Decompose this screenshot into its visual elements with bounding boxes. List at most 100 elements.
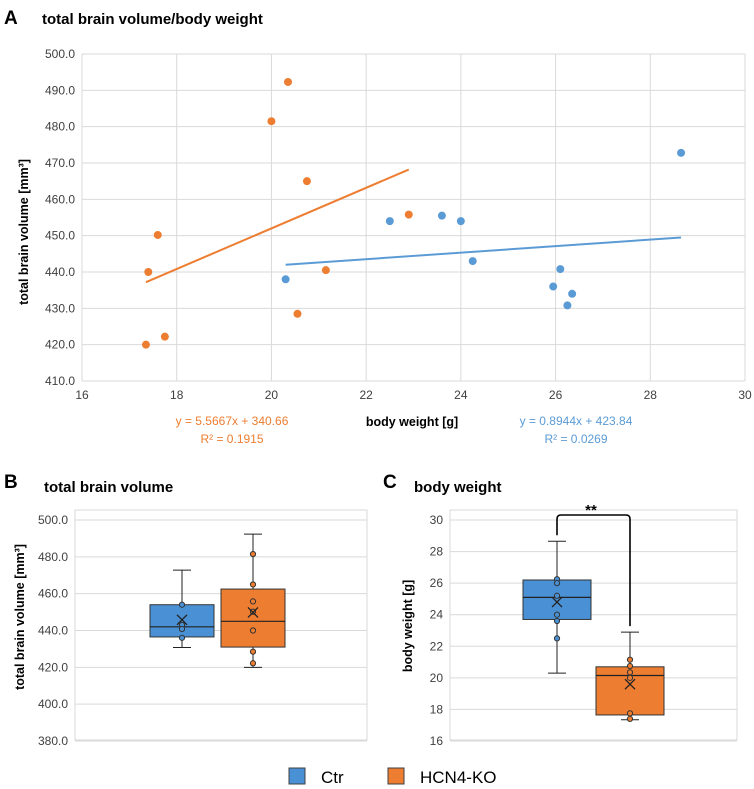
- panel-a-y-tick: 430.0: [45, 301, 75, 315]
- panel-c-y-tick: 22: [430, 639, 444, 653]
- panel-a-y-tick: 460.0: [45, 192, 75, 206]
- significance-bracket: [556, 514, 631, 627]
- panel-a-x-label: body weight [g]: [366, 415, 458, 429]
- panel-c-y-label: body weight [g]: [401, 580, 415, 672]
- ko-mean-marker: [247, 606, 259, 618]
- ctr-trend-equation: y = 0.8944x + 423.84: [520, 414, 633, 428]
- significance-label: **: [585, 502, 597, 519]
- ctr-point: [281, 275, 290, 284]
- ko-point: [144, 268, 153, 276]
- panel-a-y-tick: 450.0: [45, 229, 75, 243]
- ko-data-point: [626, 710, 634, 717]
- ko-point: [160, 332, 169, 341]
- ko-point: [302, 177, 311, 186]
- legend-label-ko: HCN4-KO: [420, 768, 497, 787]
- panel-b: B total brain volume 380.0 400.0 420.0 440.…: [4, 472, 368, 748]
- panel-a-x-tick: 18: [170, 388, 184, 402]
- panel-a-x-tick: 16: [75, 388, 89, 402]
- panel-a: A total brain volume/body weight 410.0 42…: [4, 8, 752, 446]
- ko-point: [404, 210, 413, 219]
- panel-c-y-tick: 28: [430, 545, 444, 559]
- panel-c-y-tick: 20: [430, 671, 444, 685]
- panel-b-y-tick: 420.0: [38, 660, 68, 674]
- ko-point: [293, 309, 302, 318]
- panel-a-x-tick: 22: [359, 388, 373, 402]
- significance-bracket-line: [556, 514, 631, 627]
- panel-a-y-tick: 420.0: [45, 338, 75, 352]
- panel-c-boxes: [522, 540, 665, 723]
- panel-a-x-tick: 26: [549, 388, 563, 402]
- panel-a-x-tick: 28: [644, 388, 658, 402]
- panel-c-y-tick: 18: [430, 702, 444, 716]
- panel-a-grid: [81, 53, 746, 382]
- ko-data-point: [249, 660, 257, 667]
- panel-b-y-tick: 380.0: [38, 734, 68, 748]
- ctr-mean-marker: [176, 614, 188, 626]
- panel-a-x-ticks: 16 18 20 22 24 26 28 30: [75, 388, 752, 402]
- ko-data-point: [249, 648, 257, 655]
- panel-c-frame: [449, 509, 738, 741]
- panel-c-y-tick: 30: [430, 513, 444, 527]
- panel-a-x-tick: 20: [265, 388, 279, 402]
- ctr-point: [468, 257, 477, 266]
- ctr-data-point: [178, 634, 186, 641]
- panel-b-label: B: [4, 472, 18, 493]
- panel-c-title: body weight: [414, 479, 502, 496]
- panel-a-title: total brain volume/body weight: [42, 11, 263, 28]
- legend-swatch-ctr: [288, 767, 306, 785]
- ctr-point: [437, 211, 446, 220]
- ko-point: [284, 77, 293, 86]
- panel-b-y-tick: 500.0: [38, 513, 68, 527]
- legend: Ctr HCN4-KO: [288, 767, 497, 787]
- ko-trendline: [145, 168, 410, 284]
- panel-a-label: A: [4, 8, 18, 29]
- ko-data-point: [626, 656, 634, 663]
- ctr-trend-r2: R² = 0.0269: [544, 432, 607, 446]
- panel-b-boxes: [149, 533, 286, 668]
- panel-a-y-tick: 410.0: [45, 374, 75, 388]
- panel-a-y-tick: 480.0: [45, 120, 75, 134]
- ctr-point: [456, 217, 465, 226]
- panel-a-points: [141, 77, 686, 349]
- ctr-data-point: [553, 617, 561, 625]
- ctr-data-point: [553, 580, 561, 587]
- panel-c-y-tick: 26: [430, 576, 444, 590]
- ko-box: [220, 588, 286, 648]
- ctr-point: [563, 301, 572, 310]
- ctr-mean-marker: [551, 596, 563, 608]
- panel-a-y-tick: 500.0: [45, 47, 75, 61]
- ctr-point: [549, 282, 558, 291]
- panel-c-label: C: [383, 472, 397, 493]
- ctr-data-point: [553, 635, 561, 642]
- ko-trend-r2: R² = 0.1915: [200, 432, 263, 446]
- ko-point: [141, 340, 150, 349]
- ko-data-point: [626, 715, 634, 723]
- ctr-point: [677, 148, 686, 157]
- legend-label-ctr: Ctr: [321, 768, 344, 787]
- panel-a-y-tick: 470.0: [45, 156, 75, 170]
- ko-data-point: [249, 598, 257, 605]
- panel-a-y-tick: 440.0: [45, 265, 75, 279]
- panel-c: C body weight 16 18 20 22 24 26 28 30 ** body w…: [383, 472, 738, 748]
- panel-c-y-tick: 16: [430, 734, 444, 748]
- legend-swatch-ko: [387, 767, 405, 785]
- panel-a-x-tick: 24: [454, 388, 468, 402]
- panel-a-y-tick: 490.0: [45, 83, 75, 97]
- ctr-point: [556, 265, 565, 274]
- panel-b-title: total brain volume: [44, 479, 173, 496]
- panel-c-grid: [450, 519, 737, 742]
- panel-b-y-label: total brain volume [mm³]: [13, 544, 27, 690]
- ko-data-point: [626, 669, 634, 676]
- panel-b-frame: [74, 509, 368, 741]
- ctr-point: [568, 289, 577, 298]
- ctr-data-point: [178, 601, 186, 608]
- ctr-data-point: [178, 625, 186, 633]
- panel-b-y-tick: 460.0: [38, 587, 68, 601]
- panel-c-y-tick: 24: [430, 608, 444, 622]
- panel-b-y-ticks: 380.0 400.0 420.0 440.0 460.0 480.0 500.0: [38, 513, 68, 748]
- panel-a-x-tick: 30: [738, 388, 752, 402]
- ko-point: [321, 266, 330, 275]
- panel-b-y-tick: 400.0: [38, 697, 68, 711]
- ctr-data-point: [553, 592, 561, 599]
